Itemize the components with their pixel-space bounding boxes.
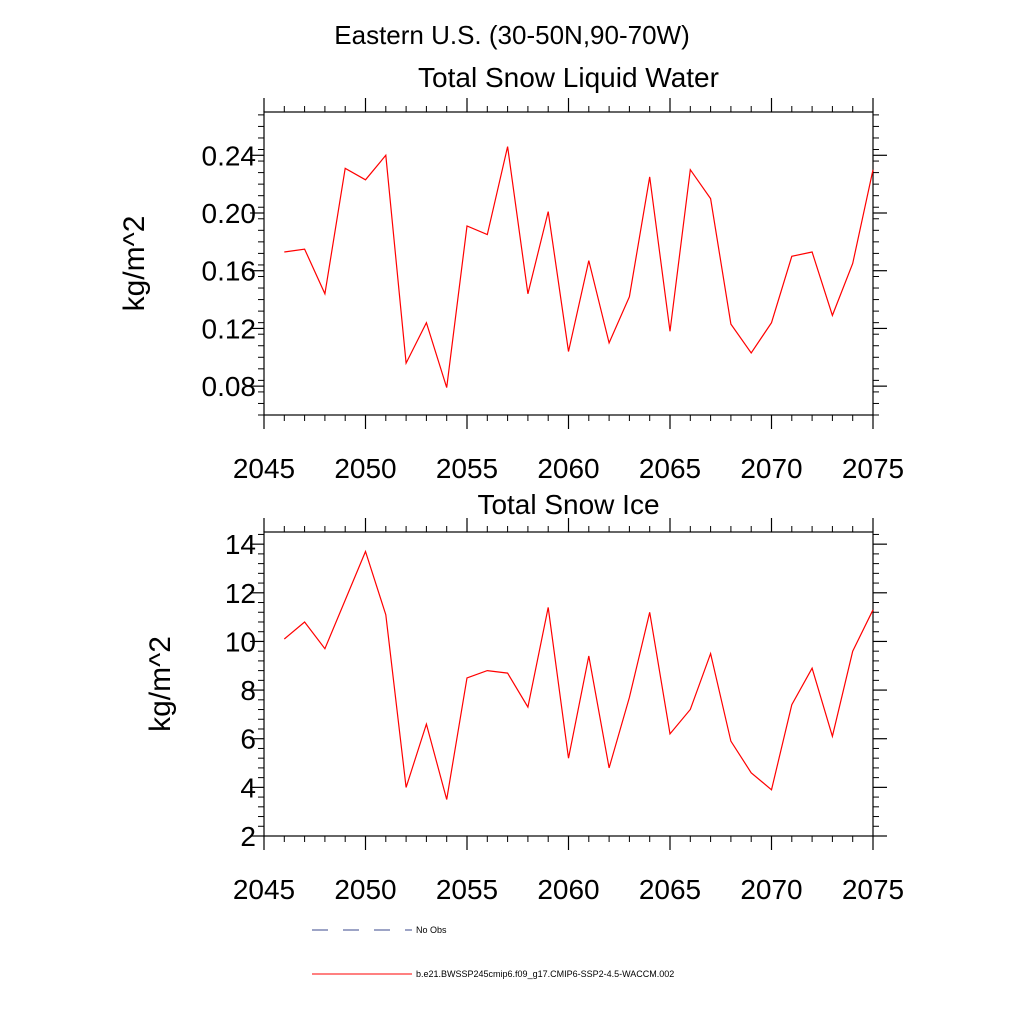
panel-snow-ice: Total Snow Ice 2 4 6 8 10 12 14 2045 2050 2055 2060… — [144, 489, 904, 905]
legend-label-no-obs: No Obs — [416, 925, 447, 935]
chart-0-y-tick-label: 0.12 — [202, 313, 257, 344]
chart-0-x-tick-label: 2070 — [740, 453, 802, 484]
chart-1-x-tick-label: 2055 — [436, 874, 498, 905]
chart-1-x-tick-label: 2045 — [233, 874, 295, 905]
chart-1-y-tick-label: 14 — [225, 529, 256, 560]
chart-1-series-line — [283, 549, 874, 800]
chart-0-y-tick-label: 0.20 — [202, 198, 257, 229]
chart-0-x-tick-label: 2065 — [639, 453, 701, 484]
panel-snow-liquid-water: Total Snow Liquid Water 0.08 0.12 0.16 0.20 0… — [118, 62, 904, 484]
chart-1-y-tick-label: 6 — [240, 724, 256, 755]
chart-0-y-tick-label: 0.16 — [202, 256, 257, 287]
chart-1-title: Total Snow Ice — [477, 489, 659, 520]
chart-0-x-tick-label: 2075 — [842, 453, 904, 484]
chart-1-y-tick-label: 4 — [240, 772, 256, 803]
figure-suptitle: Eastern U.S. (30-50N,90-70W) — [334, 20, 689, 50]
chart-0-x-tick-label: 2045 — [233, 453, 295, 484]
chart-1-x-tick-label: 2070 — [740, 874, 802, 905]
chart-0-ylabel: kg/m^2 — [118, 216, 151, 312]
chart-1-x-tick-label: 2060 — [537, 874, 599, 905]
chart-1-y-tick-label: 12 — [225, 578, 256, 609]
chart-1-ylabel: kg/m^2 — [144, 636, 177, 732]
chart-1-x-tick-label: 2075 — [842, 874, 904, 905]
chart-0-y-tick-label: 0.08 — [202, 371, 257, 402]
chart-1-plot-frame — [263, 531, 874, 837]
chart-0-series-line — [284, 146, 874, 388]
chart-0-x-tick-label: 2055 — [436, 453, 498, 484]
legend-label-model: b.e21.BWSSP245cmip6.f09_g17.CMIP6-SSP2-4… — [416, 969, 674, 979]
chart-1-x-tick-label: 2050 — [334, 874, 396, 905]
chart-0-plot-frame — [263, 111, 874, 416]
chart-0-y-tick-label: 0.24 — [202, 140, 257, 171]
chart-0-x-tick-label: 2060 — [537, 453, 599, 484]
chart-0-title: Total Snow Liquid Water — [418, 62, 719, 93]
legend: No Obs b.e21.BWSSP245cmip6.f09_g17.CMIP6… — [312, 925, 674, 979]
chart-1-y-tick-label: 10 — [225, 626, 256, 657]
chart-1-y-tick-label: 2 — [240, 821, 256, 852]
chart-1-x-tick-label: 2065 — [639, 874, 701, 905]
chart-0-x-tick-label: 2050 — [334, 453, 396, 484]
chart-1-y-tick-label: 8 — [240, 675, 256, 706]
